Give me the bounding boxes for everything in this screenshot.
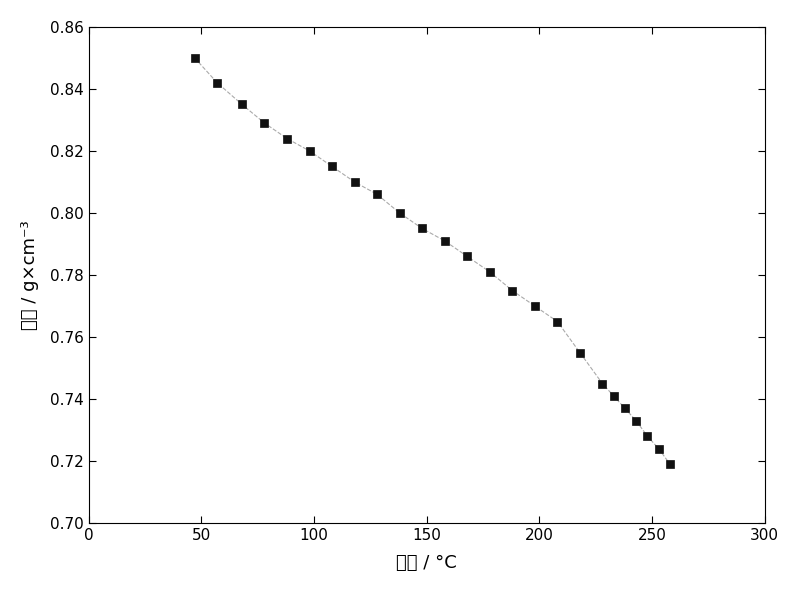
X-axis label: 温度 / °C: 温度 / °C [396, 554, 457, 572]
Y-axis label: 密度 / g×cm⁻³: 密度 / g×cm⁻³ [21, 220, 39, 330]
